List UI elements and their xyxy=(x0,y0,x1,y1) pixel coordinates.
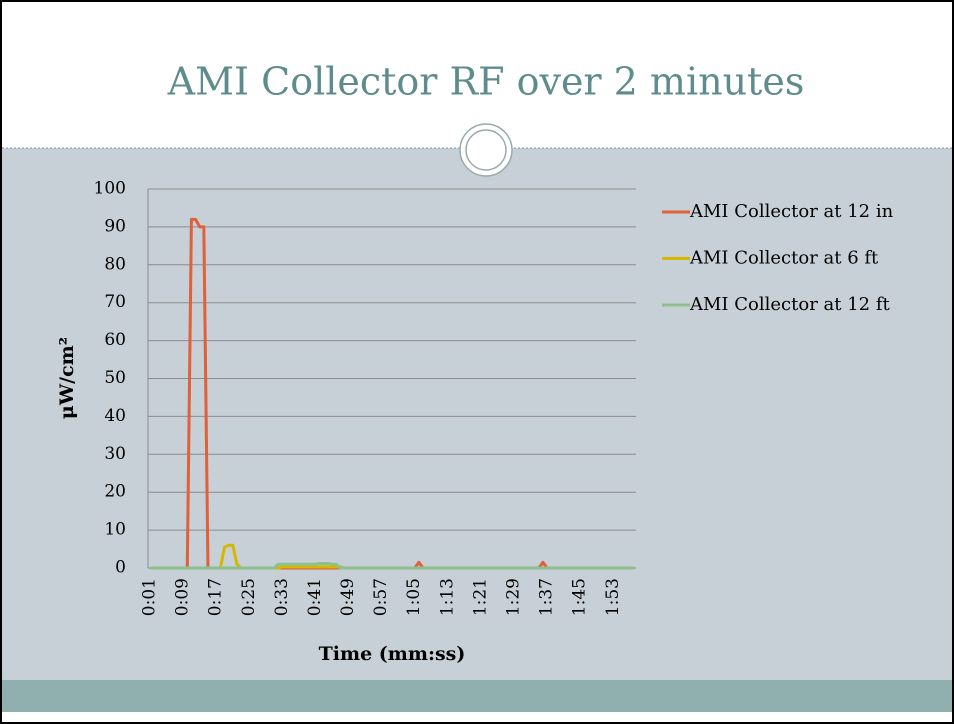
footer-band xyxy=(2,680,952,712)
ornament-inner xyxy=(465,129,507,171)
series-line xyxy=(150,561,634,570)
y-tick-label: 20 xyxy=(104,482,126,502)
x-tick-label: 1:29 xyxy=(504,578,524,616)
x-tick-label: 0:01 xyxy=(140,578,160,616)
y-tick-label: 100 xyxy=(94,179,126,199)
x-tick-label: 1:37 xyxy=(537,578,557,616)
x-tick-label: 0:49 xyxy=(338,578,358,616)
x-tick-label: 1:53 xyxy=(603,578,623,616)
x-tick-label: 1:45 xyxy=(570,578,590,616)
x-tick-label: 1:13 xyxy=(437,578,457,616)
y-tick-label: 30 xyxy=(104,444,126,464)
body-panel xyxy=(2,148,952,680)
x-tick-label: 1:05 xyxy=(404,578,424,616)
x-tick-label: 0:09 xyxy=(173,578,193,616)
x-tick-label: 0:17 xyxy=(206,578,226,616)
legend-label: AMI Collector at 12 ft xyxy=(689,294,890,315)
y-axis-label: μW/cm² xyxy=(56,337,78,419)
y-tick-label: 50 xyxy=(104,368,126,388)
y-tick-label: 70 xyxy=(104,292,126,312)
y-tick-label: 0 xyxy=(115,558,126,578)
y-tick-label: 80 xyxy=(104,254,126,274)
y-tick-label: 90 xyxy=(104,216,126,236)
x-tick-label: 1:21 xyxy=(470,578,490,616)
y-tick-label: 10 xyxy=(104,520,126,540)
legend-label: AMI Collector at 12 in xyxy=(689,201,894,222)
chart-title: AMI Collector RF over 2 minutes xyxy=(167,60,805,104)
x-tick-label: 0:41 xyxy=(305,578,325,616)
x-axis-label: Time (mm:ss) xyxy=(319,643,466,665)
x-tick-label: 0:25 xyxy=(239,578,259,616)
y-tick-label: 40 xyxy=(104,406,126,426)
x-tick-label: 0:33 xyxy=(272,578,292,616)
y-tick-label: 60 xyxy=(104,330,126,350)
legend-label: AMI Collector at 6 ft xyxy=(689,248,879,269)
x-tick-label: 0:57 xyxy=(371,578,391,616)
